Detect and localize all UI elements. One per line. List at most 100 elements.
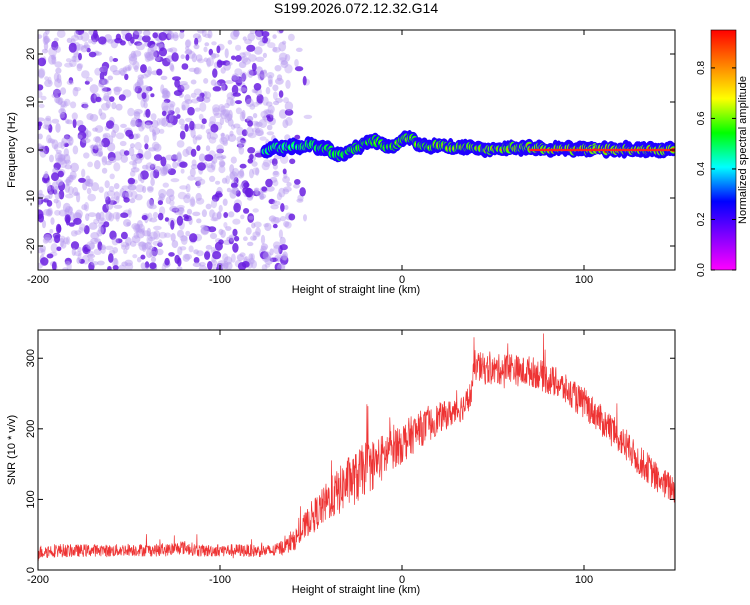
- noise-blob: [176, 114, 181, 119]
- noise-blob: [209, 232, 218, 240]
- noise-blob: [262, 251, 272, 261]
- noise-blob: [103, 92, 110, 102]
- snr-y-axis: 0 100 200 300: [25, 349, 675, 573]
- noise-blob: [82, 244, 91, 255]
- noise-blob: [185, 183, 191, 193]
- noise-blob: [233, 30, 240, 37]
- noise-blob: [55, 97, 64, 105]
- noise-blob: [185, 46, 190, 51]
- noise-blob: [109, 96, 115, 102]
- noise-blob: [72, 86, 79, 97]
- noise-blob: [302, 75, 307, 86]
- noise-blob: [194, 107, 201, 112]
- noise-blob: [112, 123, 120, 134]
- noise-blob: [134, 65, 139, 73]
- noise-blob: [133, 224, 141, 233]
- noise-blob: [252, 231, 261, 238]
- noise-blob: [216, 148, 224, 154]
- noise-blob: [254, 128, 261, 134]
- noise-blob: [156, 68, 163, 76]
- noise-blob: [92, 127, 98, 132]
- noise-blob: [48, 54, 56, 65]
- noise-blob: [140, 254, 146, 260]
- noise-blob: [243, 236, 248, 241]
- noise-blob: [274, 262, 282, 270]
- noise-blob: [170, 178, 180, 183]
- noise-blob: [118, 67, 127, 76]
- noise-blob: [63, 100, 68, 108]
- noise-blob: [86, 182, 94, 188]
- noise-blob: [276, 30, 284, 34]
- noise-blob: [160, 84, 165, 94]
- noise-blob: [247, 54, 257, 62]
- noise-blob: [169, 47, 178, 53]
- noise-blob: [120, 69, 126, 77]
- noise-blob: [248, 215, 254, 220]
- noise-blob: [212, 68, 218, 78]
- noise-blob: [38, 247, 44, 254]
- noise-blob: [55, 123, 61, 133]
- noise-blob: [38, 68, 46, 78]
- noise-blob: [50, 54, 57, 60]
- noise-blob: [204, 251, 211, 260]
- noise-blob: [194, 37, 199, 46]
- noise-blob: [179, 185, 188, 190]
- noise-blob: [170, 115, 178, 126]
- noise-blob: [198, 113, 204, 121]
- noise-blob: [144, 266, 149, 270]
- noise-blob: [133, 50, 142, 57]
- noise-blob: [107, 38, 114, 44]
- noise-blob: [247, 132, 257, 139]
- noise-blob: [51, 261, 57, 270]
- noise-blob: [240, 137, 246, 144]
- noise-blob: [152, 127, 161, 135]
- noise-blob: [282, 119, 289, 129]
- noise-blob: [175, 107, 180, 115]
- noise-blob: [143, 150, 152, 160]
- noise-blob: [205, 145, 211, 152]
- noise-blob: [170, 233, 176, 242]
- noise-blob: [124, 65, 131, 71]
- noise-blob: [179, 246, 187, 251]
- noise-blob: [153, 230, 161, 240]
- noise-blob: [267, 74, 273, 85]
- noise-blob: [71, 112, 78, 121]
- noise-blob: [47, 237, 53, 244]
- noise-blob: [140, 170, 149, 180]
- noise-blob: [127, 184, 137, 191]
- noise-blob: [282, 176, 290, 183]
- noise-blob: [150, 163, 157, 168]
- noise-blob: [220, 132, 226, 137]
- noise-blob: [262, 96, 269, 106]
- noise-blob: [48, 191, 53, 200]
- noise-blob: [197, 58, 205, 64]
- noise-blob: [185, 192, 191, 199]
- noise-blob: [199, 102, 207, 112]
- noise-blob: [98, 226, 104, 235]
- noise-blob: [252, 236, 257, 241]
- noise-blob: [142, 185, 147, 193]
- noise-blob: [88, 222, 98, 230]
- noise-blob: [158, 231, 167, 239]
- noise-blob: [89, 84, 99, 94]
- noise-blob: [207, 261, 213, 270]
- noise-blob: [101, 167, 108, 174]
- noise-blob: [255, 56, 265, 62]
- noise-blob: [108, 185, 115, 192]
- noise-blob: [229, 130, 234, 137]
- noise-blob: [93, 248, 102, 255]
- noise-blob: [126, 222, 131, 226]
- noise-blob: [259, 136, 267, 141]
- noise-blob: [102, 132, 111, 138]
- noise-blob: [145, 122, 152, 129]
- noise-blob: [198, 153, 206, 162]
- noise-blob: [293, 183, 300, 189]
- noise-blob: [80, 31, 90, 42]
- noise-blob: [245, 227, 252, 236]
- noise-blob: [63, 98, 71, 107]
- noise-blob: [245, 98, 254, 107]
- noise-blob: [44, 79, 53, 88]
- noise-blob: [261, 186, 268, 192]
- noise-blob: [38, 262, 43, 269]
- noise-field: [38, 30, 313, 270]
